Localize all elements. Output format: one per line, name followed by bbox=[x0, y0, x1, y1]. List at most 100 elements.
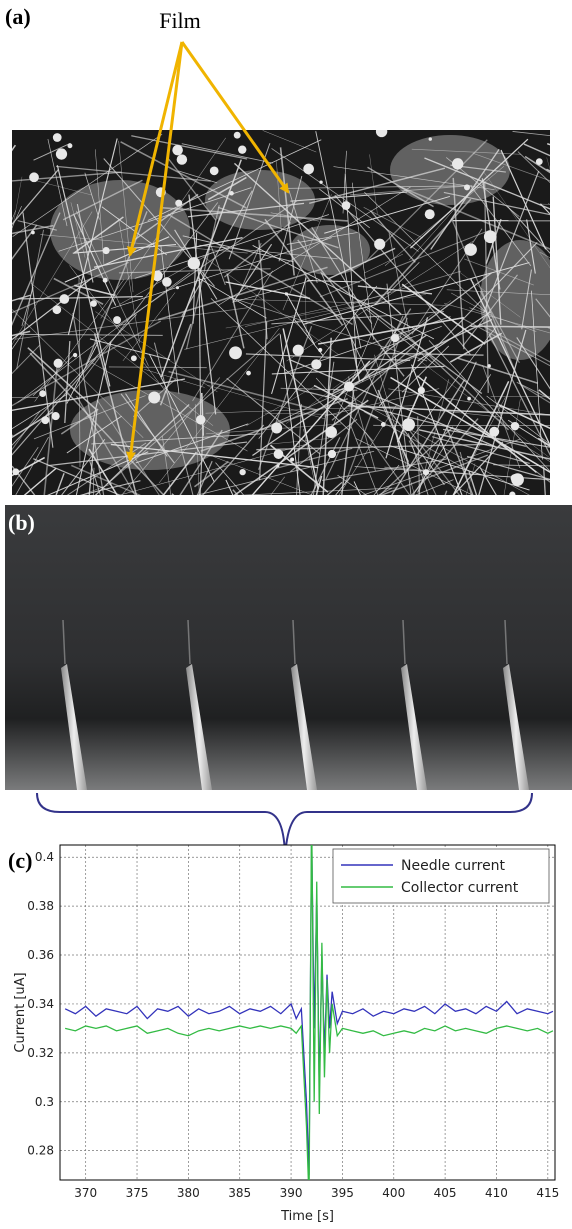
bead bbox=[52, 412, 60, 420]
fiber bbox=[547, 157, 572, 256]
bead bbox=[177, 154, 187, 164]
bead bbox=[452, 158, 463, 169]
bead bbox=[418, 387, 425, 394]
bead bbox=[31, 231, 35, 235]
fiber bbox=[109, 367, 207, 368]
bead bbox=[423, 469, 429, 475]
fiber bbox=[547, 144, 572, 176]
x-tick-label: 375 bbox=[126, 1186, 149, 1200]
bead bbox=[311, 359, 321, 369]
bead bbox=[425, 209, 435, 219]
bead bbox=[238, 145, 246, 153]
bead bbox=[344, 382, 354, 392]
fiber bbox=[0, 435, 13, 454]
fiber bbox=[548, 204, 572, 249]
bead bbox=[54, 359, 63, 368]
bead bbox=[381, 422, 386, 427]
y-tick-label: 0.28 bbox=[27, 1144, 54, 1158]
x-tick-label: 405 bbox=[434, 1186, 457, 1200]
fiber bbox=[548, 328, 572, 381]
bead bbox=[509, 492, 515, 498]
y-tick-label: 0.38 bbox=[27, 899, 54, 913]
bead bbox=[464, 184, 470, 190]
bead bbox=[103, 278, 108, 283]
bead bbox=[246, 371, 251, 376]
x-tick-label: 410 bbox=[485, 1186, 508, 1200]
bead bbox=[103, 247, 110, 254]
bead bbox=[290, 457, 294, 461]
bead bbox=[429, 137, 432, 140]
bead bbox=[234, 132, 241, 139]
x-tick-label: 385 bbox=[228, 1186, 251, 1200]
bead bbox=[342, 201, 351, 210]
bead bbox=[303, 164, 314, 175]
panel-label: (c) bbox=[8, 848, 32, 873]
bead bbox=[162, 277, 172, 287]
bead bbox=[374, 239, 385, 250]
bead bbox=[285, 292, 288, 295]
bead bbox=[325, 426, 337, 438]
bead bbox=[172, 145, 183, 156]
bead bbox=[176, 286, 179, 289]
y-tick-label: 0.34 bbox=[27, 997, 54, 1011]
bead bbox=[131, 355, 137, 361]
bead bbox=[467, 397, 471, 401]
bead bbox=[73, 353, 77, 357]
y-tick-label: 0.36 bbox=[27, 948, 54, 962]
bead bbox=[56, 148, 67, 159]
bead bbox=[511, 474, 519, 482]
fiber bbox=[547, 169, 572, 249]
bead bbox=[67, 143, 72, 148]
needle-photo bbox=[5, 505, 572, 790]
bead bbox=[229, 191, 233, 195]
bead bbox=[328, 450, 336, 458]
bead bbox=[484, 230, 497, 243]
bead bbox=[196, 415, 206, 425]
legend-label: Needle current bbox=[401, 858, 506, 874]
y-axis-label: Current [uA] bbox=[13, 972, 28, 1052]
bead bbox=[188, 257, 200, 269]
x-tick-label: 370 bbox=[74, 1186, 97, 1200]
bead bbox=[487, 364, 490, 367]
bead bbox=[318, 348, 322, 352]
x-axis-label: Time [s] bbox=[280, 1209, 334, 1224]
x-tick-label: 380 bbox=[177, 1186, 200, 1200]
legend-label: Collector current bbox=[401, 880, 519, 896]
bead bbox=[29, 172, 39, 182]
bead bbox=[489, 427, 499, 437]
bead bbox=[402, 418, 415, 431]
panel-label: (b) bbox=[8, 510, 35, 535]
y-tick-label: 0.4 bbox=[35, 850, 54, 864]
bead bbox=[41, 416, 49, 424]
film-blob bbox=[50, 180, 190, 280]
bead bbox=[376, 126, 387, 137]
bead bbox=[53, 133, 62, 142]
y-tick-label: 0.3 bbox=[35, 1095, 54, 1109]
x-tick-label: 400 bbox=[382, 1186, 405, 1200]
x-tick-label: 390 bbox=[280, 1186, 303, 1200]
bead bbox=[210, 166, 219, 175]
bead bbox=[239, 469, 245, 475]
bead bbox=[274, 449, 284, 459]
bead bbox=[175, 200, 182, 207]
bead bbox=[90, 300, 97, 307]
x-tick-label: 395 bbox=[331, 1186, 354, 1200]
bead bbox=[293, 345, 304, 356]
bead bbox=[148, 391, 160, 403]
bead bbox=[271, 423, 282, 434]
bead bbox=[276, 464, 279, 467]
y-tick-label: 0.32 bbox=[27, 1046, 54, 1060]
bead bbox=[536, 158, 543, 165]
bead bbox=[39, 390, 46, 397]
bead bbox=[464, 243, 476, 255]
bead bbox=[113, 316, 121, 324]
figure: (a) Film (b) (c) 0.28 0.3 0.32 0.34 0.36 0.38… bbox=[0, 0, 572, 1229]
bead bbox=[319, 180, 322, 183]
x-tick-label: 415 bbox=[536, 1186, 559, 1200]
panel-label: (a) bbox=[5, 4, 31, 29]
bead bbox=[53, 305, 62, 314]
bead bbox=[391, 334, 399, 342]
bead bbox=[59, 294, 69, 304]
film-label: Film bbox=[159, 8, 201, 33]
bead bbox=[12, 468, 19, 475]
